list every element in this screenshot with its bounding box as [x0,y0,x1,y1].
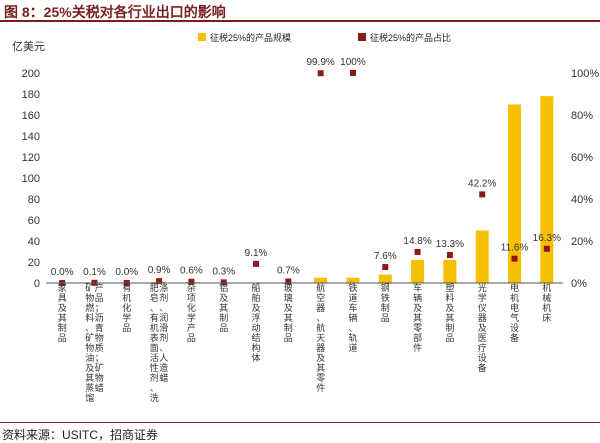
left-tick-label: 160 [22,110,40,122]
left-tick-label: 0 [34,278,40,290]
pct-dot [349,70,356,76]
title-bar: 图 8：25%关税对各行业出口的影响 [0,0,600,22]
left-tick-label: 200 [22,68,40,80]
right-tick-label: 0% [571,278,587,290]
right-tick-label: 80% [571,110,593,122]
legend-dot-label: 征税25%的产品占比 [370,32,451,43]
bar [475,230,489,283]
category-label: 矿物燃料、矿物油及其蒸馏产品；沥青物质；矿物蜡 [85,282,104,403]
pct-dot [156,278,163,285]
pct-dot [543,245,550,252]
left-tick-label: 40 [28,236,40,248]
right-tick-label: 40% [571,194,593,206]
pct-dot [479,191,486,198]
category-label: 玻璃及其制品 [284,282,293,343]
pct-data-label: 0.6% [180,266,203,277]
left-axis-unit-label: 亿美元 [12,40,45,53]
left-tick-label: 80 [28,194,40,206]
pct-data-label: 0.7% [277,266,300,277]
pct-dot [382,264,389,271]
right-tick-label: 20% [571,236,593,248]
pct-dot [317,70,324,77]
right-tick-label: 100% [571,68,599,80]
bar [411,259,425,283]
pct-data-label: 14.8% [403,236,431,247]
left-tick-label: 140 [22,131,40,143]
source-note: 资料来源：USITC，招商证券 [2,428,159,442]
pct-labels: 0.0% 0.1% 0.0% 0.9% 0.6% 0.3% 9.1% 0.7% 99.9% 100… [51,57,561,278]
category-label: 有机化学品 [122,282,131,333]
pct-data-label: 16.3% [533,233,561,244]
left-axis: 0 20 40 60 80 100 120 140 160 180 200 [22,68,40,290]
bar [443,259,457,283]
pct-data-label: 7.6% [374,251,397,262]
bars [152,96,554,283]
pct-data-label: 0.3% [212,266,235,277]
category-label: 铁道车辆、轨道 [348,282,357,353]
source-bar: 资料来源：USITC，招商证券 [0,422,600,442]
pct-dot [446,252,453,259]
pct-data-label: 11.6% [501,243,529,254]
right-tick-label: 60% [571,152,593,164]
pct-data-label: 42.2% [468,178,496,189]
bar [508,104,522,283]
pct-data-label: 9.1% [245,248,268,259]
category-label: 船舶及浮动结构体 [251,282,260,363]
pct-dot [511,255,518,262]
category-labels: 家具及其制品 矿物燃料、矿物油及其蒸馏产品；沥青物质；矿物蜡 有机化学品 肥皂、有机表… [58,282,552,403]
category-label: 航空器、航天器及其零件 [316,282,325,393]
pct-data-label: 0.0% [51,267,74,278]
legend-dot-swatch [358,33,366,41]
pct-dot [253,260,260,267]
left-tick-label: 180 [22,89,40,101]
bar [378,274,392,283]
pct-data-label: 100% [340,57,366,68]
category-label: 杂项化学产品 [187,283,196,343]
category-label: 电机电气设备 [510,282,519,343]
pct-data-label: 0.1% [83,267,106,278]
bar [346,277,360,283]
category-label: 塑料及其制品 [445,283,454,343]
bar [314,277,328,283]
category-label: 机械机床 [542,282,551,323]
category-label: 家具及其制品 [58,282,67,343]
category-label: 肥皂、有机表面活性剂、洗涤剂、润滑剂、人造蜡 [150,282,169,403]
pct-dot [285,278,292,285]
bar [540,96,554,283]
pct-dot [220,279,227,286]
left-tick-label: 100 [22,173,40,185]
right-axis: 0% 20% 40% 60% 80% 100% [571,68,599,290]
pct-dot [414,248,421,255]
category-label: 光学仪器及医疗设备 [478,282,487,373]
pct-data-label: 0.9% [148,265,171,276]
legend-bar-label: 征税25%的产品规模 [210,32,291,43]
pct-data-label: 13.3% [436,239,464,250]
pct-dot [188,278,195,285]
pct-data-label: 99.9% [306,57,334,68]
category-label: 车辆及其零部件 [413,282,422,353]
left-tick-label: 20 [28,257,40,269]
left-tick-label: 60 [28,215,40,227]
category-label: 铝及其制品 [219,282,228,333]
legend: 征税25%的产品规模 征税25%的产品占比 [198,32,451,43]
left-tick-label: 120 [22,152,40,164]
legend-bar-swatch [198,33,206,41]
figure-title: 图 8：25%关税对各行业出口的影响 [4,4,226,20]
pct-data-label: 0.0% [115,267,138,278]
category-label: 钢铁制品 [381,282,390,323]
